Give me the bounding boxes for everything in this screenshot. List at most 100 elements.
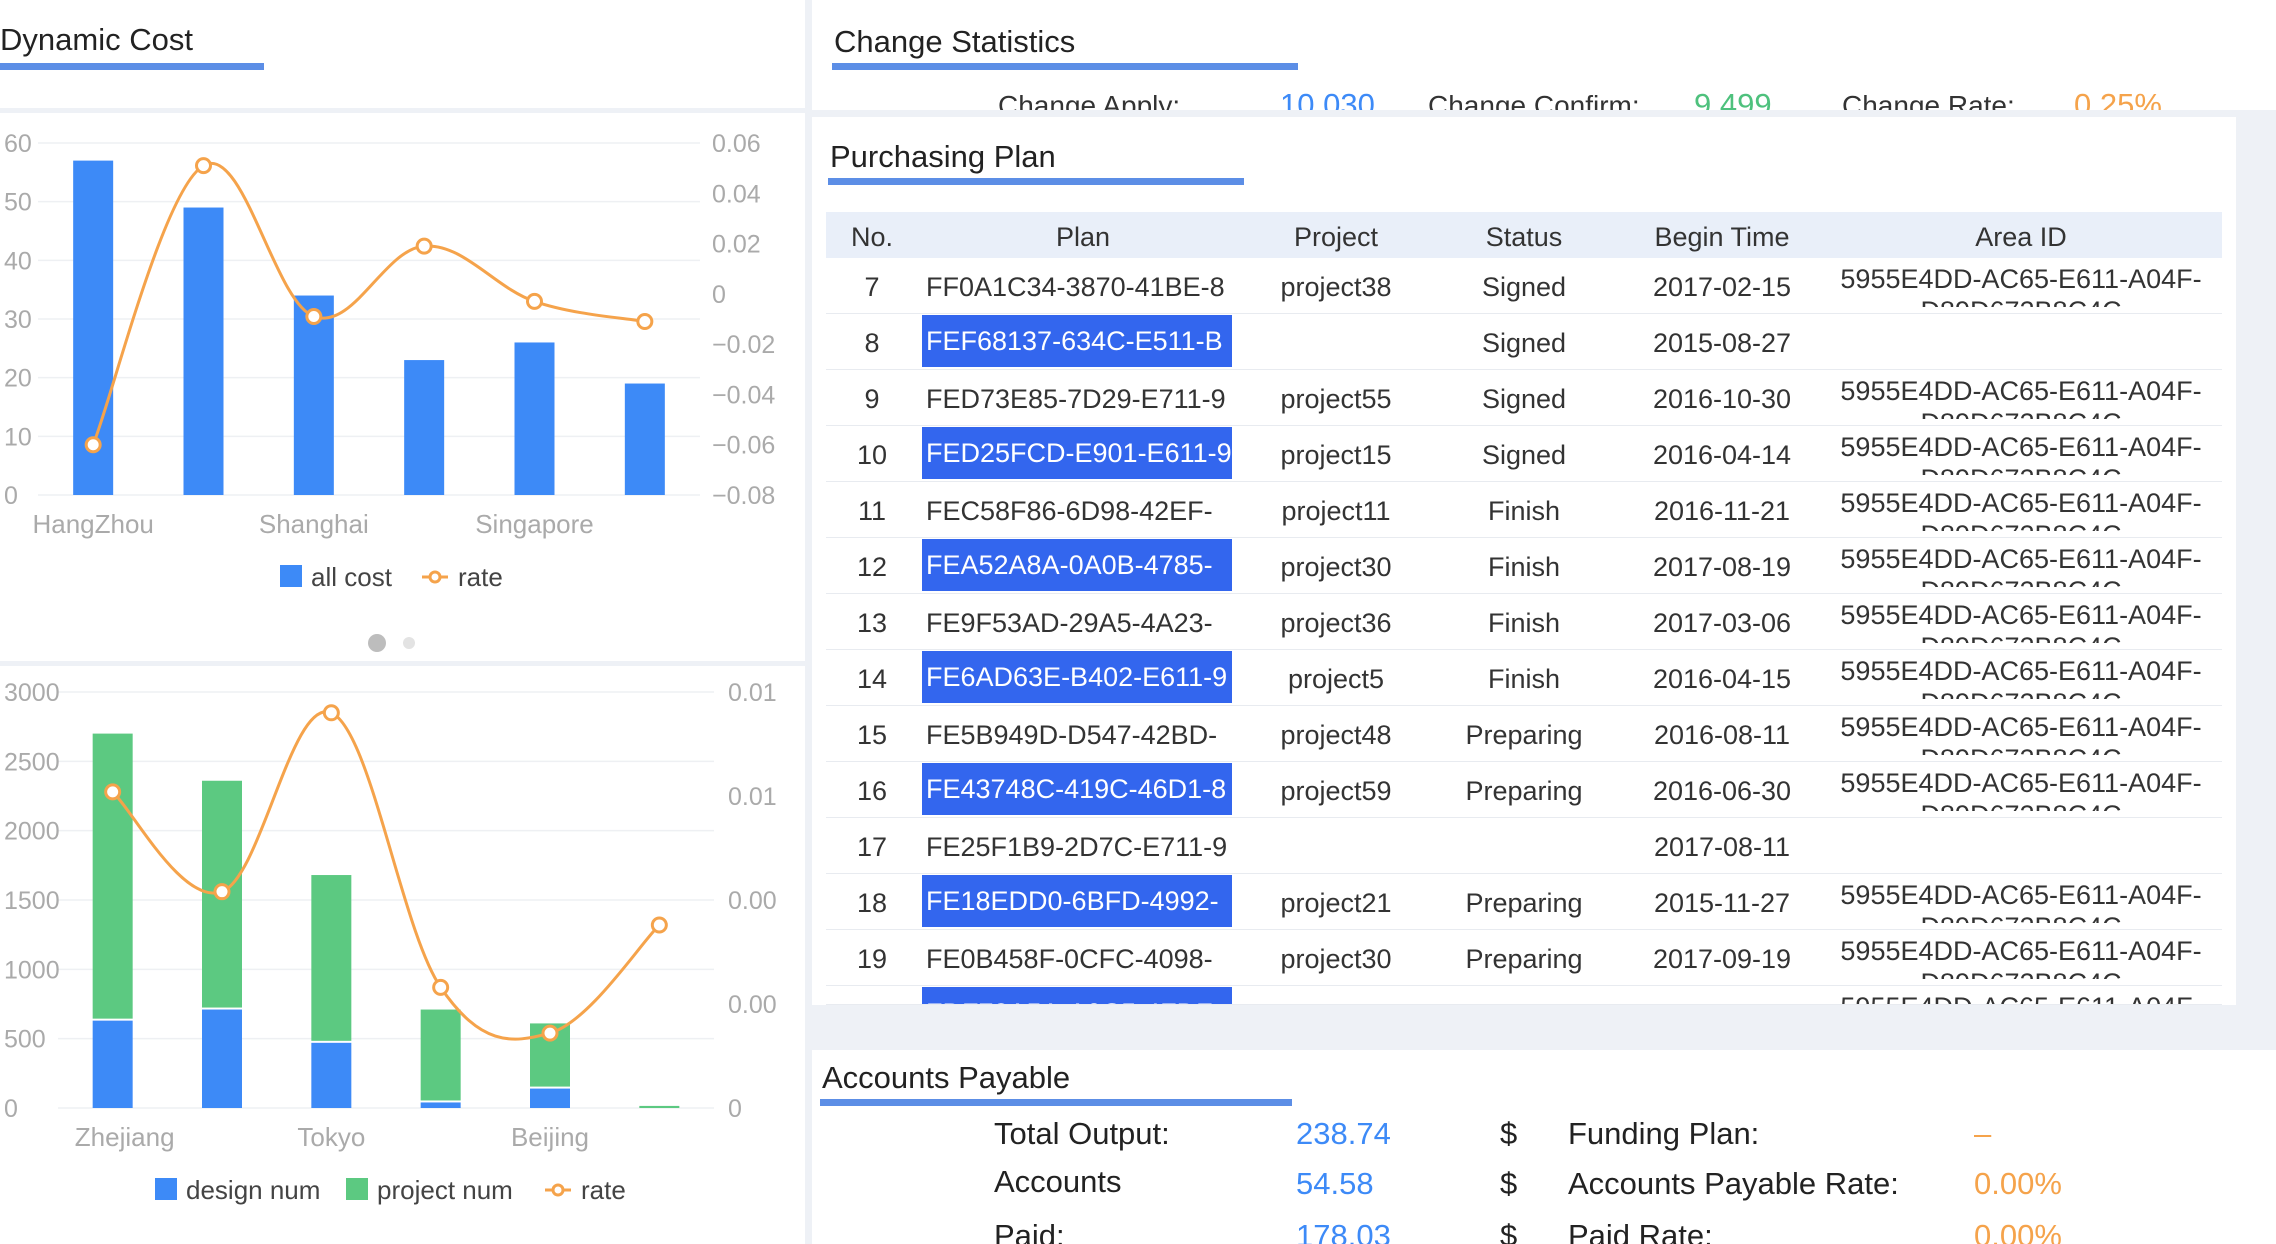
- cell-area-id: 5955E4DD-AC65-E611-A04F-D89D672B8C4C: [1820, 991, 2222, 1004]
- design-bar: [311, 1042, 352, 1108]
- cell-area-id: 5955E4DD-AC65-E611-A04F-D89D672B8C4C: [1840, 264, 2202, 307]
- col-begin-time[interactable]: Begin Time: [1654, 222, 1790, 252]
- cell-plan: FE5B949D-D547-42BD-: [926, 720, 1218, 750]
- rate-point: [104, 783, 122, 801]
- design-bar: [92, 1020, 133, 1108]
- table-row[interactable]: 17 FE25F1B9-2D7C-E711-9 2017-08-11: [826, 818, 2222, 874]
- y2-tick-label: 0.02: [712, 231, 761, 259]
- cell-area-id: [1820, 319, 2222, 363]
- cell-no: 17: [856, 832, 888, 862]
- cell-no: 11: [857, 496, 887, 526]
- cell-begin-time: 2015-08-27: [1652, 328, 1792, 358]
- cell-status: Finish: [1487, 608, 1561, 638]
- table-row[interactable]: 10 FED25FCD-E901-E611-9 project15 Signed 201…: [826, 426, 2222, 482]
- design-project-rate-chart: 3000 2500 2000 1500 1000 500 0 0.01 0.01 0.00 0.00…: [4, 679, 777, 1205]
- accounts-currency: $: [1500, 1166, 1518, 1201]
- legend-bar-swatch: [280, 565, 302, 587]
- cell-no: 13: [856, 608, 888, 638]
- col-area-id[interactable]: Area ID: [1975, 222, 2067, 252]
- table-row[interactable]: 13 FE9F53AD-29A5-4A23- project36 Finish 2017…: [826, 594, 2222, 650]
- cell-area-id: 5955E4DD-AC65-E611-A04F-D89D672B8C4C: [1840, 712, 2202, 755]
- cell-no: 15: [856, 720, 888, 750]
- cell-project: project36: [1280, 608, 1392, 638]
- legend-line-label: rate: [458, 562, 503, 592]
- table-row[interactable]: 19 FE0B458F-0CFC-4098- project30 Preparing 2…: [826, 930, 2222, 986]
- paid-label: Paid:: [994, 1218, 1065, 1244]
- cell-status: Finish: [1487, 496, 1561, 526]
- cell-begin-time: 2016-04-14: [1652, 440, 1792, 470]
- cell-project: project55: [1280, 384, 1392, 414]
- change-statistics-title: Change Statistics: [834, 24, 1076, 59]
- x-tick-label: Beijing: [511, 1122, 589, 1152]
- design-bar: [202, 1009, 242, 1108]
- cell-status: Signed: [1481, 328, 1567, 358]
- cell-status: Finish: [1487, 664, 1561, 694]
- paid-rate-value: 0.00%: [1974, 1218, 2062, 1244]
- funding-plan-value: –: [1974, 1116, 1992, 1151]
- y-tick-label: 2500: [4, 748, 60, 776]
- cost-rate-chart: 60 50 40 30 20 10 0 0.06 0.04 0.02 0 −0.02 −0.04 −0.0…: [4, 130, 775, 652]
- cell-begin-time: 2017-06-09: [1624, 998, 1820, 1004]
- cell-status: Preparing: [1465, 720, 1583, 750]
- y2-tick-label: 0.04: [712, 180, 761, 208]
- cell-project: project59: [1280, 776, 1392, 806]
- table-row[interactable]: 9 FED73E85-7D29-E711-9 project55 Signed 2016…: [826, 370, 2222, 426]
- y-tick-label: 500: [4, 1026, 46, 1054]
- cell-no: 9: [864, 384, 880, 414]
- cell-begin-time: 2016-04-15: [1652, 664, 1792, 694]
- cell-plan: FED25FCD-E901-E611-9: [922, 427, 1232, 479]
- legend-design-swatch: [155, 1178, 177, 1200]
- table-row[interactable]: 11 FEC58F86-6D98-42EF-project11 Finish 2016…: [826, 482, 2222, 538]
- design-project-chart-panel: 3000 2500 2000 1500 1000 500 0 0.01 0.01 0.00 0.00…: [0, 666, 805, 1244]
- table-row[interactable]: 20 FDF73A5A-A0C5-4FDF-project17Preparing2…: [826, 986, 2222, 1005]
- cell-area-id: 5955E4DD-AC65-E611-A04F-D89D672B8C4C: [1840, 488, 2202, 531]
- rate-point: [541, 1024, 559, 1042]
- cell-project: project48: [1280, 720, 1392, 750]
- table-row[interactable]: 8 FEF68137-634C-E511-B Signed 2015-08-27: [826, 314, 2222, 370]
- y-tick-label: 20: [4, 365, 32, 393]
- change-statistics-panel: Change Statistics Change Apply: 10,030 C…: [812, 0, 2276, 110]
- table-row[interactable]: 15 FE5B949D-D547-42BD-project48 Preparing 2…: [826, 706, 2222, 762]
- table-row[interactable]: 16 FE43748C-419C-46D1-8 project59 Preparing…: [826, 762, 2222, 818]
- cell-begin-time: 2017-03-06: [1652, 608, 1792, 638]
- col-plan[interactable]: Plan: [1055, 222, 1111, 252]
- cell-project: project38: [1280, 272, 1392, 302]
- cell-begin-time: 2017-02-15: [1652, 272, 1792, 302]
- x-tick-label: HangZhou: [32, 509, 153, 539]
- col-project[interactable]: Project: [1293, 222, 1379, 252]
- x-tick-label: Singapore: [475, 509, 594, 539]
- rate-point: [636, 313, 654, 331]
- pager-dot[interactable]: [403, 637, 415, 649]
- table-row[interactable]: 7 FF0A1C34-3870-41BE-8 project38 Signed 2017…: [826, 258, 2222, 314]
- y-tick-label: 10: [4, 423, 32, 451]
- legend-line-marker: [551, 1183, 565, 1197]
- cell-plan: FE6AD63E-B402-E611-9: [922, 651, 1232, 703]
- purchasing-plan-underline: [828, 178, 1244, 185]
- cell-project: project30: [1280, 944, 1392, 974]
- change-apply-label: Change Apply:: [998, 90, 1181, 110]
- cell-no: 12: [856, 552, 888, 582]
- table-row[interactable]: 14 FE6AD63E-B402-E611-9 project5 Finish 2016…: [826, 650, 2222, 706]
- purchasing-table-header: No. Plan Project Status Begin Time Area …: [826, 212, 2222, 258]
- pager-dot[interactable]: [368, 634, 386, 652]
- design-bar: [530, 1088, 570, 1108]
- design-bar: [420, 1102, 461, 1108]
- cell-begin-time: 2016-10-30: [1652, 384, 1792, 414]
- project-bar: [420, 1009, 461, 1101]
- cell-no: 19: [856, 944, 888, 974]
- cell-plan: FDF73A5A-A0C5-4FDF-: [922, 987, 1232, 1004]
- y2-tick-label: −0.02: [712, 331, 775, 359]
- table-row[interactable]: 12 FEA52A8A-0A0B-4785- project30 Finish 2017…: [826, 538, 2222, 594]
- dynamic-cost-title-underline: [0, 63, 264, 70]
- col-status[interactable]: Status: [1485, 222, 1563, 252]
- cell-plan: FE25F1B9-2D7C-E711-9: [926, 832, 1228, 862]
- col-no[interactable]: No.: [850, 222, 894, 252]
- table-row[interactable]: 18 FE18EDD0-6BFD-4992- project21 Preparing 2…: [826, 874, 2222, 930]
- cell-area-id: 5955E4DD-AC65-E611-A04F-D89D672B8C4C: [1840, 600, 2202, 643]
- bar: [514, 342, 555, 495]
- cell-status: Signed: [1481, 272, 1567, 302]
- y2-tick-label: 0.00: [728, 991, 777, 1019]
- rate-point: [415, 237, 433, 255]
- cell-project: project30: [1280, 552, 1392, 582]
- bar: [183, 207, 224, 495]
